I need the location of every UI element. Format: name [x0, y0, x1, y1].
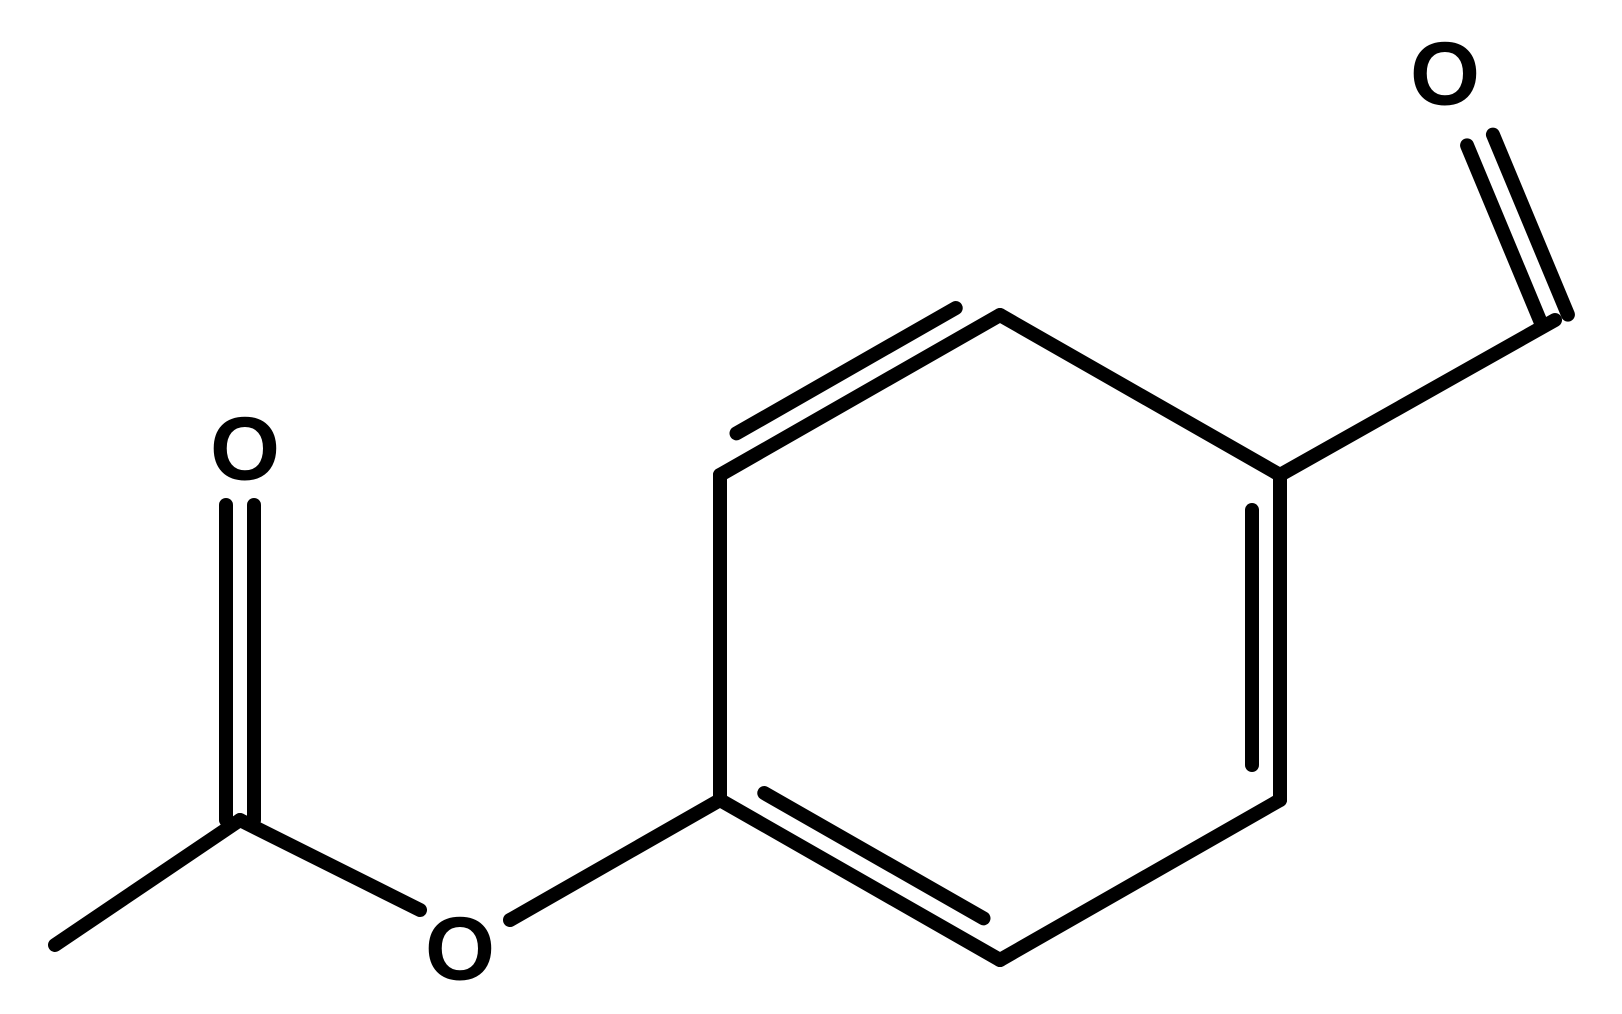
atom-O1: O: [1410, 24, 1480, 127]
atom-O3: O: [425, 899, 495, 1002]
molecule-diagram: O O O: [0, 0, 1622, 1014]
atom-O2: O: [210, 399, 280, 502]
bonds-layer: [0, 0, 1622, 1014]
